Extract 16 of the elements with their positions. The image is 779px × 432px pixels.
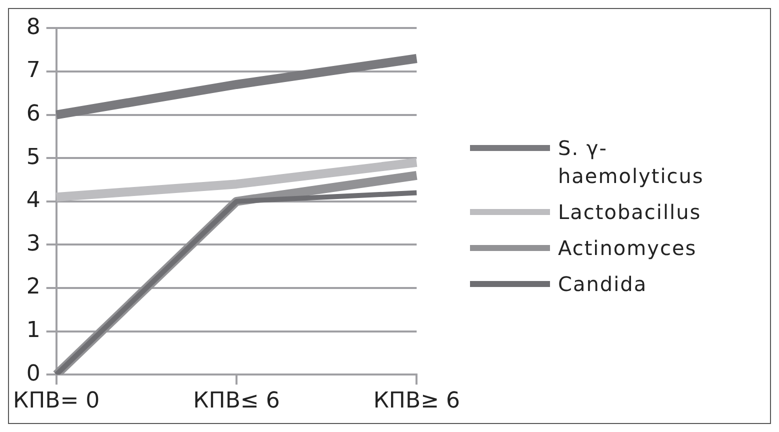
y-tick-label: 1 [26, 318, 40, 344]
x-tick-label: КПВ≤ 6 [193, 388, 280, 414]
y-tick-label: 8 [26, 14, 40, 40]
legend-label: S. γ-haemolyticus [558, 135, 705, 190]
y-tick-label: 3 [26, 231, 40, 256]
legend-label: Lactobacillus [558, 199, 702, 226]
x-tick-label: КПВ= 0 [12, 388, 100, 414]
x-tick-label: КПВ≥ 6 [373, 388, 460, 414]
legend-label: Actinomyces [558, 235, 698, 262]
y-tick-label: 7 [26, 58, 40, 84]
y-tick-label: 4 [26, 188, 40, 214]
y-tick-label: 6 [26, 102, 40, 127]
y-tick-label: 5 [26, 144, 40, 170]
y-tick-label: 2 [26, 274, 40, 300]
y-tick-label: 0 [26, 361, 40, 386]
legend-label: Candida [558, 271, 648, 298]
